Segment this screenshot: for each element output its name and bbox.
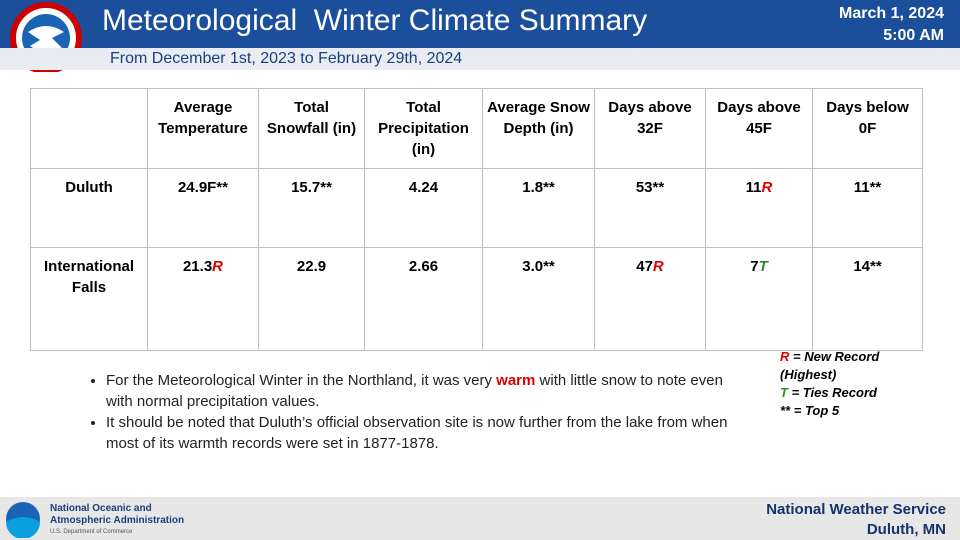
header-cell: Total Snowfall (in)	[258, 88, 365, 169]
subtitle-bar	[0, 48, 960, 70]
header-cell	[30, 88, 148, 169]
cell-value: 47	[636, 258, 653, 275]
legend-text: = Ties Record	[787, 385, 877, 400]
bullet: For the Meteorological Winter in the Nor…	[106, 370, 731, 412]
office-location: Duluth, MN	[866, 521, 946, 538]
legend-item: ** = Top 5	[780, 402, 910, 420]
data-cell: 53**	[594, 168, 706, 248]
header-cell: Days above 32F	[594, 88, 706, 169]
header-cell: Days below 0F	[812, 88, 923, 169]
legend-item: T = Ties Record	[780, 384, 910, 402]
data-cell: 1.8**	[482, 168, 595, 248]
bullet: It should be noted that Duluth’s officia…	[106, 412, 731, 454]
data-cell: 21.3R	[147, 247, 259, 351]
highlight: warm	[496, 372, 536, 389]
data-cell: 3.0**	[482, 247, 595, 351]
record-flag: R	[761, 179, 773, 196]
header-bar	[0, 0, 960, 48]
header-cell: Average Temperature	[147, 88, 259, 169]
row-label: Duluth	[30, 168, 148, 248]
agency-line: Atmospheric Administration	[50, 515, 185, 526]
footer-bar	[0, 497, 960, 540]
noaa-logo	[6, 502, 40, 538]
bullet-text: For the Meteorological Winter in the Nor…	[106, 372, 497, 389]
bullet-text: with little snow to note even with norma…	[106, 372, 723, 410]
data-cell: 15.7**	[258, 168, 365, 248]
climate-table: Average Temperature Total Snowfall (in) To…	[30, 88, 923, 351]
legend-symbol: **	[780, 403, 791, 418]
department: U.S. Department of Commerce	[50, 529, 133, 535]
date: March 1, 2024	[839, 5, 944, 22]
header-cell: Total Precipitation (in)	[364, 88, 483, 169]
data-cell: 4.24	[364, 168, 483, 248]
cell-value: 11	[745, 179, 762, 196]
record-flag: R	[212, 258, 224, 275]
office: National Weather Service Duluth, MN	[766, 500, 946, 540]
data-cell: 24.9F**	[147, 168, 259, 248]
data-cell: 11**	[812, 168, 923, 248]
header-cell: Days above 45F	[705, 88, 813, 169]
header-cell: Average Snow Depth (in)	[482, 88, 595, 169]
legend: R = New Record (Highest) T = Ties Record *…	[780, 348, 910, 420]
legend-text: = Top 5	[790, 403, 840, 418]
time: 5:00 AM	[883, 27, 944, 44]
noaa-name: National Oceanic and Atmospheric Adminis…	[50, 503, 184, 527]
date-time: March 1, 2024 5:00 AM	[839, 3, 944, 47]
header-row: Average Temperature Total Snowfall (in) To…	[30, 88, 923, 169]
office-name: National Weather Service	[766, 501, 946, 518]
legend-symbol: T	[780, 385, 788, 400]
data-cell: 22.9	[258, 247, 365, 351]
row-label: International Falls	[30, 247, 148, 351]
data-cell: 14**	[812, 247, 923, 351]
data-cell: 7T	[705, 247, 813, 351]
cell-value: 7	[750, 258, 759, 275]
legend-text: = New Record (Highest)	[780, 349, 880, 382]
record-flag: R	[652, 258, 664, 275]
data-row: Duluth 24.9F** 15.7** 4.24 1.8** 53** 11R 11**	[30, 168, 923, 248]
record-flag: T	[758, 258, 768, 275]
title: Meteorological Winter Climate Summary	[102, 4, 648, 37]
bullet-text: It should be noted that Duluth’s officia…	[106, 414, 728, 452]
legend-symbol: R	[780, 349, 790, 364]
data-cell: 47R	[594, 247, 706, 351]
data-cell: 11R	[705, 168, 813, 248]
subtitle: From December 1st, 2023 to February 29th…	[110, 50, 463, 67]
legend-item: R = New Record (Highest)	[780, 348, 910, 384]
cell-value: 21.3	[182, 258, 213, 275]
agency-line: National Oceanic and	[50, 503, 152, 514]
bullet-list: For the Meteorological Winter in the Nor…	[80, 370, 731, 454]
data-row: International Falls 21.3R 22.9 2.66 3.0** 47R…	[30, 247, 923, 351]
data-cell: 2.66	[364, 247, 483, 351]
